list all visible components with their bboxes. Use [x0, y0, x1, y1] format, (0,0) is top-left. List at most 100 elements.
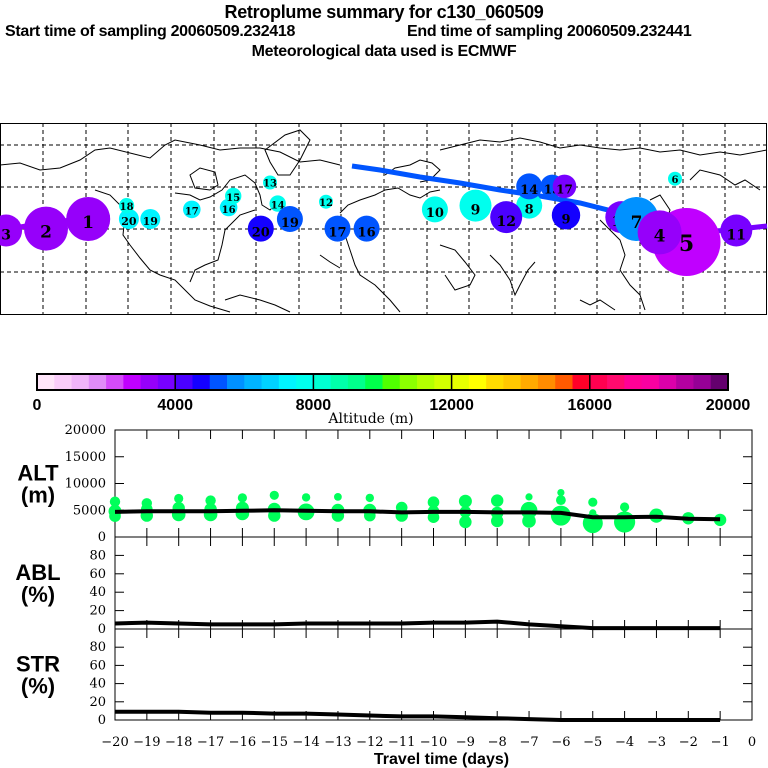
- cluster-label: 4: [654, 226, 666, 246]
- y-tick-label: 0: [98, 530, 106, 545]
- cluster-marker: [490, 201, 523, 234]
- colorbar-swatch: [572, 374, 591, 390]
- alt-point: [620, 502, 630, 512]
- x-tick-label: −8: [488, 735, 507, 750]
- x-tick-label: −17: [197, 735, 224, 750]
- abl-panel-frame: [114, 536, 753, 630]
- colorbar-swatch: [399, 374, 418, 390]
- colorbar-swatch: [192, 374, 211, 390]
- colorbar-swatch: [88, 374, 107, 390]
- colorbar-swatch: [555, 374, 574, 390]
- alt-point: [427, 511, 440, 523]
- cluster-marker: [516, 173, 543, 200]
- colorbar-tick-label: 4000: [157, 397, 193, 414]
- cluster-label: 8: [525, 202, 534, 217]
- colorbar-swatch: [503, 374, 522, 390]
- y-tick-label: 20000: [65, 423, 106, 438]
- start-time-label: Start time of sampling 20060509.232418: [5, 23, 296, 40]
- cluster-label: 19: [143, 215, 158, 228]
- y-tick-label: 80: [89, 640, 106, 655]
- x-tick-label: −15: [261, 735, 288, 750]
- colorbar-title: Altitude (m): [327, 411, 413, 427]
- x-tick-label: −18: [165, 735, 192, 750]
- cluster-label: 5: [679, 231, 694, 257]
- cluster-marker: [0, 214, 23, 247]
- alt-point: [365, 493, 374, 503]
- cluster-label: 2: [40, 223, 52, 243]
- cluster-label: 3: [1, 228, 11, 244]
- colorbar-swatch: [71, 374, 90, 390]
- alt-point: [556, 495, 566, 505]
- cluster-label: 20: [252, 225, 270, 240]
- cluster-marker: [118, 209, 139, 229]
- alt-point: [520, 501, 538, 519]
- cluster-label: 12: [496, 214, 515, 230]
- coastline: [189, 209, 256, 283]
- alt-point: [205, 495, 216, 506]
- colorbar-swatch: [382, 374, 401, 390]
- panel-unit-label: (%): [21, 674, 55, 699]
- colorbar-swatch: [296, 374, 314, 390]
- x-tick-label: 0: [748, 735, 756, 750]
- y-tick-label: 15000: [65, 450, 106, 465]
- colorbar-swatch: [607, 374, 625, 390]
- x-tick-label: −11: [388, 735, 415, 750]
- x-tick-label: −5: [583, 735, 602, 750]
- alt-point: [458, 494, 472, 508]
- colorbar-swatch: [347, 374, 366, 390]
- time-series-panels: 05000100001500020000ALT(m)020406080ABL(%…: [15, 423, 756, 768]
- cluster-label: 14: [520, 183, 538, 198]
- cluster-label: 9: [471, 203, 481, 219]
- cluster-label: 7: [631, 213, 643, 233]
- cluster-label: 15: [226, 193, 240, 204]
- colorbar-swatch: [520, 374, 539, 390]
- colorbar-swatch: [37, 374, 55, 390]
- colorbar-tick-label: 12000: [429, 397, 474, 414]
- cluster-marker: [119, 198, 135, 214]
- cluster-label: 10: [426, 206, 444, 221]
- x-tick-label: −4: [615, 735, 634, 750]
- panel-label: STR: [16, 652, 60, 677]
- x-tick-label: −16: [229, 735, 256, 750]
- y-tick-label: 80: [89, 548, 106, 563]
- cluster-label: 17: [328, 225, 346, 240]
- coastline: [224, 294, 291, 313]
- cluster-marker: [353, 215, 380, 242]
- coastline: [319, 254, 341, 269]
- end-time-label: End time of sampling 20060509.232441: [407, 23, 692, 40]
- cluster-label: 16: [222, 205, 236, 216]
- y-tick-label: 20: [89, 695, 106, 710]
- colorbar-swatch: [468, 374, 487, 390]
- cluster-marker: [720, 214, 753, 247]
- y-tick-label: 40: [89, 585, 106, 600]
- y-tick-label: 20: [89, 604, 106, 619]
- cluster-marker: [276, 206, 303, 232]
- cluster-label: 14: [271, 201, 285, 212]
- cluster-label: 17: [185, 207, 199, 218]
- cluster-label: 17: [556, 182, 573, 196]
- cluster-label: 6: [672, 175, 679, 186]
- alt-point: [268, 509, 281, 522]
- coastline: [189, 167, 219, 191]
- y-tick-label: 10000: [65, 477, 106, 492]
- cluster-label: 13: [263, 179, 277, 190]
- cluster-marker: [66, 197, 111, 241]
- alt-point: [525, 493, 533, 501]
- cluster-marker: [516, 192, 543, 219]
- colorbar-tick-label: 8000: [296, 397, 332, 414]
- x-tick-label: −1: [711, 735, 730, 750]
- colorbar-swatch: [676, 374, 694, 390]
- x-axis-title: Travel time (days): [374, 751, 509, 768]
- x-tick-label: −20: [101, 735, 128, 750]
- colorbar-swatch: [589, 374, 608, 390]
- y-tick-label: 40: [89, 677, 106, 692]
- cluster-marker: [551, 201, 581, 230]
- colorbar-swatch: [140, 374, 159, 390]
- alt-point: [174, 493, 184, 504]
- cluster-marker: [225, 187, 242, 205]
- alt-point: [491, 494, 504, 507]
- cluster-label: 12: [319, 198, 333, 209]
- cluster-marker: [269, 195, 286, 212]
